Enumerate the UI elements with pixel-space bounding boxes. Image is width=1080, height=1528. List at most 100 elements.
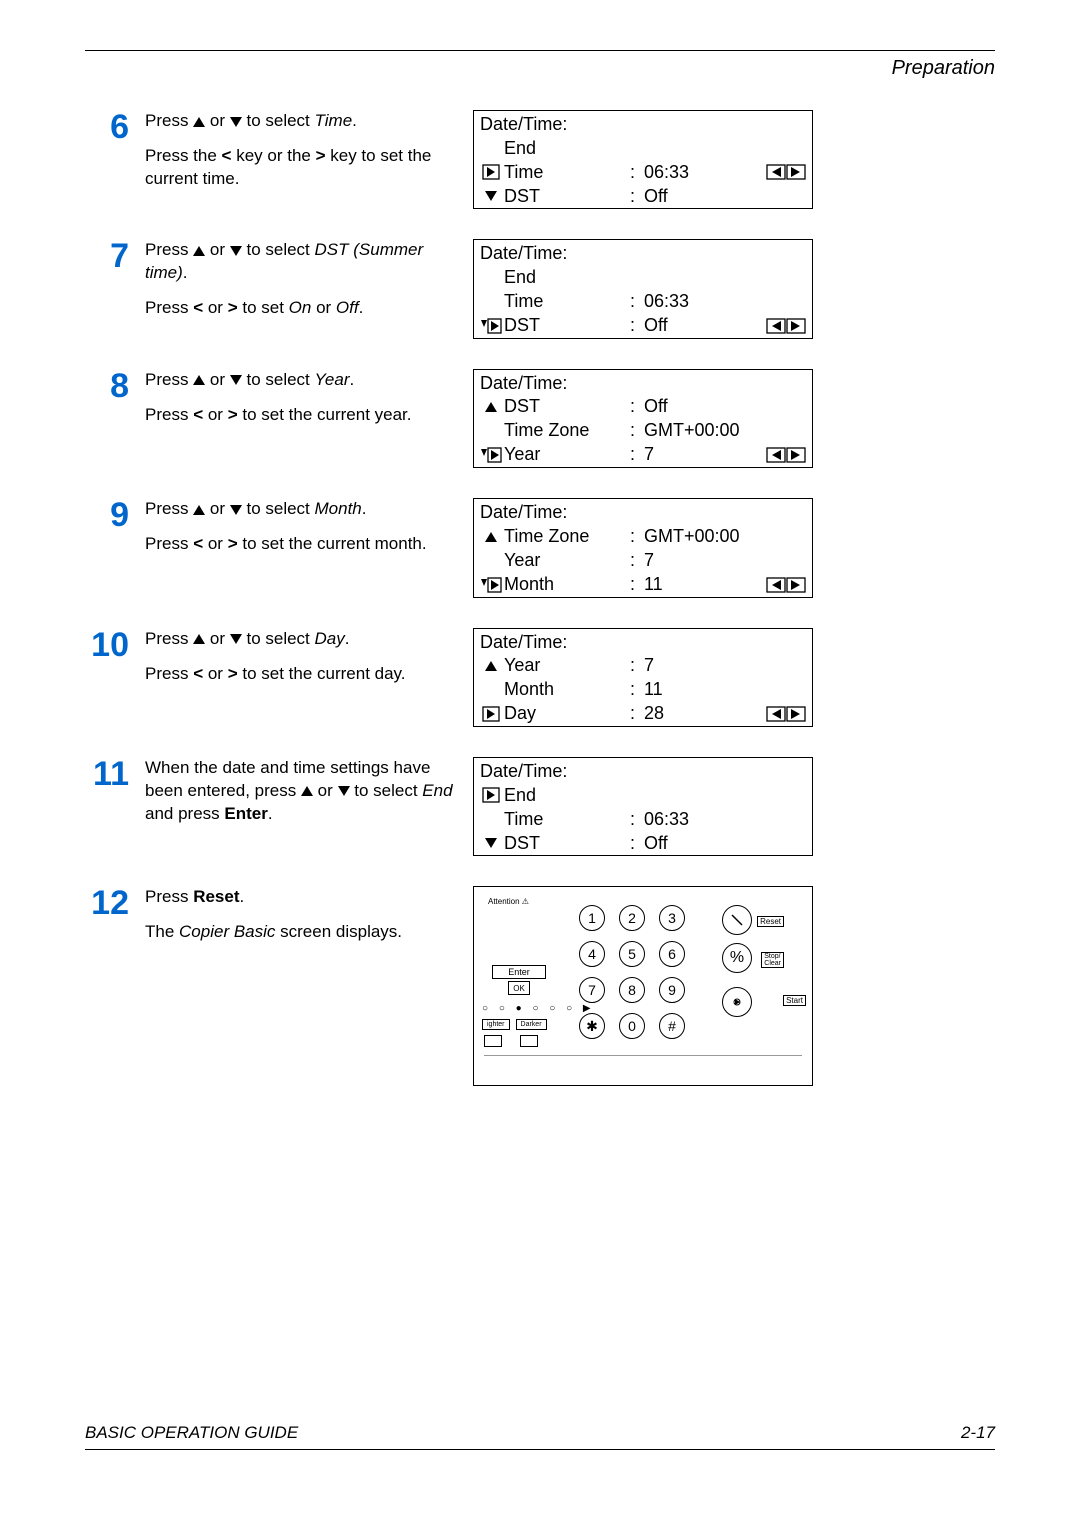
lcd-title: Date/Time: — [474, 758, 812, 783]
lcd-row: Time Zone:GMT+00:00 — [474, 419, 812, 443]
enter-section: Enter OK — [492, 965, 546, 995]
lcd-row-label: DST — [502, 832, 630, 855]
lcd-row-value: 7 — [644, 443, 764, 466]
step: 10Press or to select Day. Press < or > to… — [85, 628, 995, 727]
lcd-row-icon — [480, 447, 502, 463]
keypad-key[interactable]: 1 — [579, 905, 605, 931]
lcd-display: Date/Time:Time Zone:GMT+00:00Year:7Month… — [473, 498, 813, 597]
lcd-row: End — [474, 783, 812, 807]
lcd-arrows-icon — [764, 164, 806, 180]
step-text: Press Reset.The Copier Basic screen disp… — [145, 886, 455, 1086]
keypad-key[interactable]: 9 — [659, 977, 685, 1003]
lcd-title: Date/Time: — [474, 111, 812, 136]
lcd-row-icon — [480, 401, 502, 413]
step-paragraph: Press < or > to set the current day. — [145, 663, 455, 686]
lcd-row-label: Time Zone — [502, 525, 630, 548]
keypad-key[interactable]: 2 — [619, 905, 645, 931]
page-footer: BASIC OPERATION GUIDE 2-17 — [85, 1423, 995, 1443]
lcd-row-value: 7 — [644, 549, 764, 572]
lcd-row-colon: : — [630, 161, 644, 184]
step-paragraph: Press Reset. — [145, 886, 455, 909]
step-paragraph: Press or to select Day. — [145, 628, 455, 651]
lcd-row-label: Time — [502, 161, 630, 184]
lcd-arrows-icon — [764, 447, 806, 463]
lcd-row-colon: : — [630, 808, 644, 831]
page-header: Preparation — [85, 51, 995, 90]
lcd-display: Date/Time:EndTime:06:33DST:Off — [473, 110, 813, 209]
step-paragraph: Press or to select Month. — [145, 498, 455, 521]
lighter-darker-labels: ighterDarker — [482, 1019, 547, 1030]
step-text: Press or to select Day. Press < or > to s… — [145, 628, 455, 727]
step-body: Press or to select Day. Press < or > to s… — [145, 628, 995, 727]
lcd-row-icon — [480, 660, 502, 672]
step-body: Press or to select DST (Summer time).Pre… — [145, 239, 995, 338]
step-body: Press or to select Time.Press the < key … — [145, 110, 995, 209]
step-text: Press or to select Time.Press the < key … — [145, 110, 455, 209]
lcd-row: Month:11 — [474, 678, 812, 702]
start-button[interactable] — [722, 987, 752, 1017]
darker-button[interactable] — [520, 1035, 538, 1047]
lcd-row-value: 28 — [644, 702, 764, 725]
step: 8Press or to select Year.Press < or > to… — [85, 369, 995, 468]
lcd-row-label: Year — [502, 654, 630, 677]
step-number: 8 — [85, 369, 145, 403]
lcd-row-value: Off — [644, 314, 764, 337]
lcd-row: Time:06:33 — [474, 160, 812, 184]
lcd-row: DST:Off — [474, 184, 812, 208]
lcd-row-icon — [480, 706, 502, 722]
keypad-key[interactable]: 8 — [619, 977, 645, 1003]
step-paragraph: Press or to select Time. — [145, 110, 455, 133]
lcd-row: Year:7 — [474, 443, 812, 467]
lcd-row-colon: : — [630, 654, 644, 677]
keypad-key[interactable]: 6 — [659, 941, 685, 967]
lcd-arrows-icon — [764, 706, 806, 722]
lcd-row-value: Off — [644, 185, 764, 208]
lcd-row-colon: : — [630, 525, 644, 548]
enter-label: Enter — [492, 965, 546, 979]
step-body: Press or to select Month.Press < or > to… — [145, 498, 995, 597]
keypad-key[interactable]: 3 — [659, 905, 685, 931]
lcd-title: Date/Time: — [474, 629, 812, 654]
keypad-key[interactable]: 0 — [619, 1013, 645, 1039]
keypad-key[interactable]: ✱ — [579, 1013, 605, 1039]
keypad-key[interactable]: 4 — [579, 941, 605, 967]
lcd-row: DST:Off — [474, 395, 812, 419]
reset-button[interactable]: Reset — [722, 905, 752, 935]
lcd-row-icon — [480, 318, 502, 334]
lcd-row-label: End — [502, 266, 630, 289]
enter-button[interactable]: OK — [508, 981, 530, 995]
attention-label: Attention ⚠ — [488, 897, 529, 906]
lighter-label: ighter — [482, 1019, 510, 1030]
lcd-row-label: DST — [502, 314, 630, 337]
right-buttons: Reset %Stop/Clear — [722, 905, 752, 973]
lcd-row-label: Time — [502, 290, 630, 313]
step-text: Press or to select Month.Press < or > to… — [145, 498, 455, 597]
step-paragraph: Press < or > to set the current year. — [145, 404, 455, 427]
lcd-row: Month:11 — [474, 573, 812, 597]
lcd-row: Year:7 — [474, 549, 812, 573]
lcd-arrows-icon — [764, 318, 806, 334]
numeric-keypad: 123 456 789 ✱ 0 # — [579, 905, 685, 1049]
lcd-row: End — [474, 136, 812, 160]
step-text: Press or to select Year.Press < or > to … — [145, 369, 455, 468]
percent-button[interactable]: %Stop/Clear — [722, 943, 752, 973]
step-body: When the date and time settings have bee… — [145, 757, 995, 856]
footer-left: BASIC OPERATION GUIDE — [85, 1423, 298, 1443]
step-number: 7 — [85, 239, 145, 273]
lcd-row-label: DST — [502, 395, 630, 418]
lcd-row-value: Off — [644, 395, 764, 418]
stop-clear-label: Stop/Clear — [761, 952, 784, 968]
step-text: Press or to select DST (Summer time).Pre… — [145, 239, 455, 338]
keypad-key[interactable]: # — [659, 1013, 685, 1039]
lighter-button[interactable] — [484, 1035, 502, 1047]
keypad-key[interactable]: 7 — [579, 977, 605, 1003]
step-number: 10 — [85, 628, 145, 662]
density-dots: ○ ○ ● ○ ○ ○ ▶ — [482, 1003, 595, 1014]
step-number: 6 — [85, 110, 145, 144]
step-paragraph: When the date and time settings have bee… — [145, 757, 455, 826]
lcd-row-value: 06:33 — [644, 808, 764, 831]
keypad-key[interactable]: 5 — [619, 941, 645, 967]
step: 9Press or to select Month.Press < or > t… — [85, 498, 995, 597]
lcd-row: Day:28 — [474, 702, 812, 726]
step-text: When the date and time settings have bee… — [145, 757, 455, 856]
